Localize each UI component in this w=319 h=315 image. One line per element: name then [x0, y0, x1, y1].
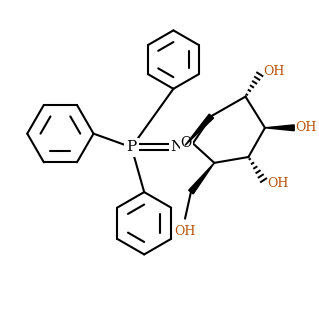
- Text: OH: OH: [263, 65, 284, 78]
- Text: OH: OH: [174, 225, 196, 238]
- Text: N: N: [171, 140, 184, 154]
- Polygon shape: [189, 163, 214, 194]
- Polygon shape: [185, 114, 213, 145]
- Text: O: O: [181, 136, 192, 150]
- Text: P: P: [126, 140, 137, 154]
- Text: OH: OH: [267, 177, 288, 190]
- Polygon shape: [265, 125, 294, 131]
- Text: OH: OH: [295, 121, 316, 134]
